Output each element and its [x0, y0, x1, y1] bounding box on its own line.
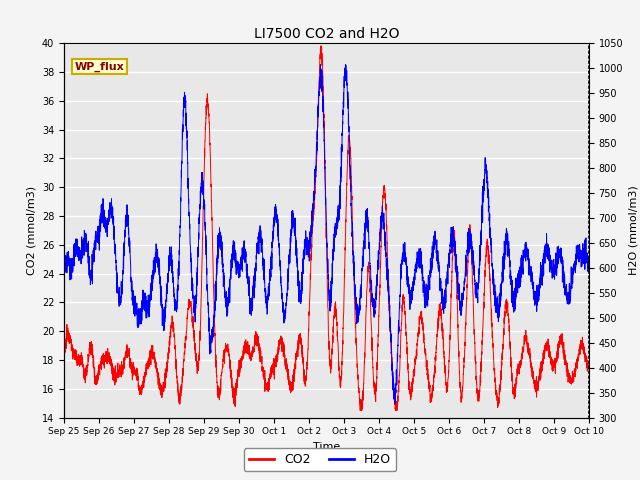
Text: WP_flux: WP_flux [74, 61, 124, 72]
Title: LI7500 CO2 and H2O: LI7500 CO2 and H2O [253, 27, 399, 41]
X-axis label: Time: Time [313, 442, 340, 452]
Y-axis label: CO2 (mmol/m3): CO2 (mmol/m3) [26, 186, 36, 275]
Legend: CO2, H2O: CO2, H2O [244, 448, 396, 471]
Y-axis label: H2O (mmol/m3): H2O (mmol/m3) [628, 186, 639, 275]
